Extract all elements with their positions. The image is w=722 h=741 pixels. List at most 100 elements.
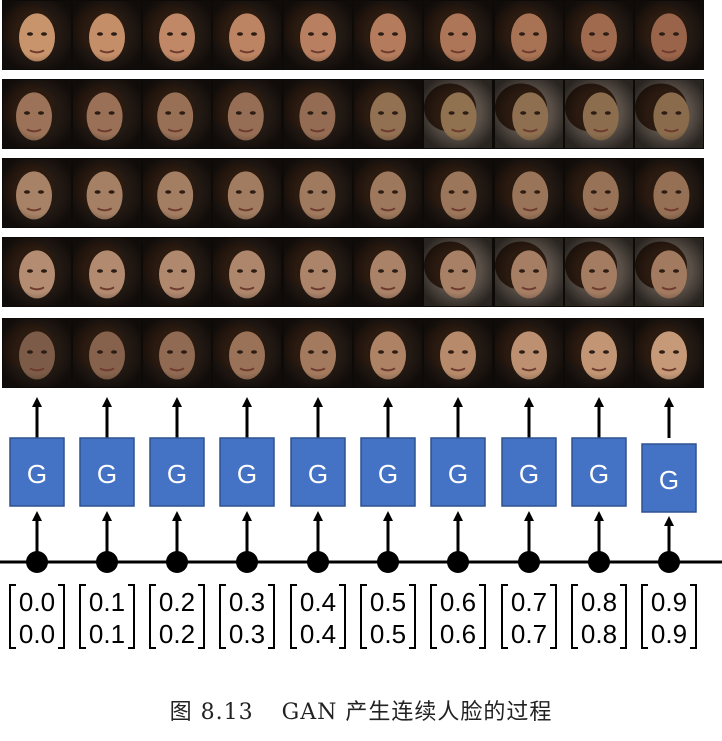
face-tile xyxy=(354,80,422,148)
vector-top-value: 0.3 xyxy=(229,587,265,617)
input-vector: 0.30.3 xyxy=(219,584,275,649)
vector-top-value: 0.8 xyxy=(581,587,617,617)
right-bracket xyxy=(268,584,275,649)
generator-box: G xyxy=(79,437,135,507)
left-bracket xyxy=(501,584,508,649)
generator-box: G xyxy=(430,437,486,507)
axis-point xyxy=(518,551,540,573)
axis-point xyxy=(447,551,469,573)
input-vector: 0.40.4 xyxy=(290,584,346,649)
input-arrows xyxy=(32,511,674,558)
generator-label: G xyxy=(659,465,679,495)
left-bracket xyxy=(79,584,86,649)
vector-bottom-value: 0.9 xyxy=(651,619,687,649)
input-vector: 0.80.8 xyxy=(571,584,627,649)
face-tile xyxy=(424,1,492,69)
axis-point xyxy=(588,551,610,573)
generator-label: G xyxy=(519,459,539,489)
face-row-4 xyxy=(2,237,704,307)
figure-title: GAN 产生连续人脸的过程 xyxy=(281,700,553,725)
vector-bottom-value: 0.2 xyxy=(159,619,195,649)
generator-box: G xyxy=(290,437,346,507)
input-vectors: 0.00.00.10.10.20.20.30.30.40.40.50.50.60… xyxy=(9,584,697,649)
generator-label: G xyxy=(237,459,257,489)
face-tile xyxy=(284,80,352,148)
figure-caption: 图 8.13 GAN 产生连续人脸的过程 xyxy=(0,694,722,726)
input-vector: 0.20.2 xyxy=(149,584,205,649)
generator-box: G xyxy=(219,437,275,507)
axis-point xyxy=(307,551,329,573)
face-tile xyxy=(284,1,352,69)
face-tile xyxy=(284,159,352,227)
generator-label: G xyxy=(97,459,117,489)
input-vector: 0.00.0 xyxy=(9,584,65,649)
generator-label: G xyxy=(167,459,187,489)
axis-point xyxy=(26,551,48,573)
vector-top-value: 0.5 xyxy=(370,587,406,617)
right-bracket xyxy=(198,584,205,649)
left-bracket xyxy=(149,584,156,649)
face-tile xyxy=(424,80,492,148)
face-tile xyxy=(3,159,71,227)
vector-bottom-value: 0.0 xyxy=(19,619,55,649)
left-bracket xyxy=(641,584,648,649)
vector-top-value: 0.0 xyxy=(19,587,55,617)
right-bracket xyxy=(620,584,627,649)
face-tile xyxy=(143,1,211,69)
face-tile xyxy=(3,80,71,148)
generator-box: G xyxy=(9,437,65,507)
face-tile xyxy=(565,319,633,387)
left-bracket xyxy=(571,584,578,649)
generator-label: G xyxy=(378,459,398,489)
generator-box: G xyxy=(149,437,205,507)
vector-bottom-value: 0.3 xyxy=(229,619,265,649)
face-tile xyxy=(565,80,633,148)
face-tile xyxy=(213,319,281,387)
face-tile xyxy=(635,80,703,148)
input-vector: 0.90.9 xyxy=(641,584,697,649)
right-bracket xyxy=(479,584,486,649)
face-tile xyxy=(143,238,211,306)
right-bracket xyxy=(550,584,557,649)
input-vector: 0.50.5 xyxy=(360,584,416,649)
face-tile xyxy=(213,1,281,69)
face-tile xyxy=(73,319,141,387)
face-tile xyxy=(424,319,492,387)
axis-point xyxy=(377,551,399,573)
generator-label: G xyxy=(27,459,47,489)
left-bracket xyxy=(9,584,16,649)
face-tile xyxy=(3,238,71,306)
vector-bottom-value: 0.6 xyxy=(440,619,476,649)
generator-box: G xyxy=(571,437,627,507)
vector-bottom-value: 0.5 xyxy=(370,619,406,649)
vector-bottom-value: 0.1 xyxy=(89,619,125,649)
left-bracket xyxy=(360,584,367,649)
face-row-5 xyxy=(2,318,704,388)
face-tile xyxy=(565,238,633,306)
face-tile xyxy=(424,238,492,306)
face-row-2 xyxy=(2,79,704,149)
face-tile xyxy=(3,319,71,387)
face-tile xyxy=(635,1,703,69)
face-tile xyxy=(143,159,211,227)
face-image-rows xyxy=(2,0,704,388)
face-tile xyxy=(635,159,703,227)
face-tile xyxy=(565,159,633,227)
axis-point xyxy=(236,551,258,573)
face-tile xyxy=(143,80,211,148)
generator-box: G xyxy=(641,443,697,513)
face-tile xyxy=(354,159,422,227)
face-tile xyxy=(143,319,211,387)
vector-top-value: 0.1 xyxy=(89,587,125,617)
vector-top-value: 0.2 xyxy=(159,587,195,617)
right-bracket xyxy=(409,584,416,649)
axis-point xyxy=(96,551,118,573)
right-bracket xyxy=(128,584,135,649)
right-bracket xyxy=(339,584,346,649)
face-tile xyxy=(73,238,141,306)
generator-label: G xyxy=(589,459,609,489)
face-tile xyxy=(354,319,422,387)
figure-number: 图 8.13 xyxy=(169,700,254,725)
